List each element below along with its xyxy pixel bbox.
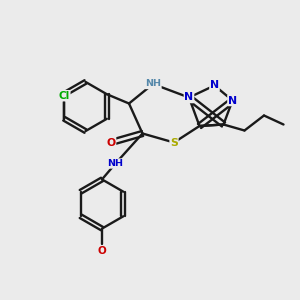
Text: N: N bbox=[210, 80, 219, 91]
Text: NH: NH bbox=[107, 159, 124, 168]
Text: Cl: Cl bbox=[58, 91, 70, 101]
Text: N: N bbox=[184, 92, 194, 103]
Text: S: S bbox=[170, 137, 178, 148]
Text: NH: NH bbox=[145, 80, 161, 88]
Text: O: O bbox=[98, 246, 106, 256]
Text: O: O bbox=[106, 137, 116, 148]
Text: N: N bbox=[228, 95, 237, 106]
